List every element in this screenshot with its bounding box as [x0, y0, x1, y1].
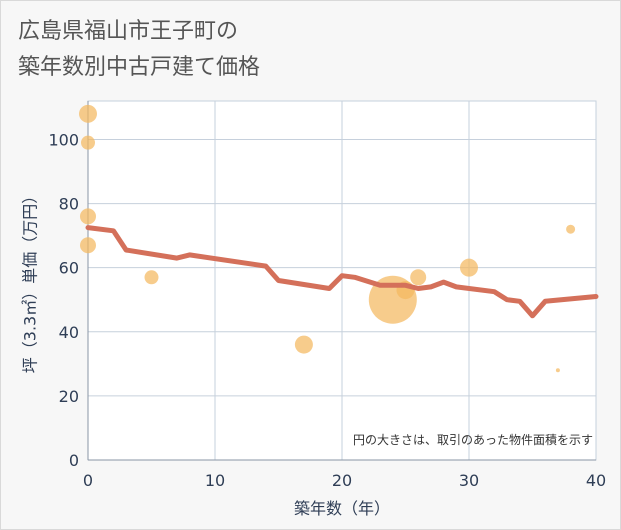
bubble — [410, 269, 427, 286]
y-tick-label: 100 — [48, 130, 79, 149]
y-axis-title: 坪（3.3㎡）単価（万円） — [21, 188, 40, 373]
bubble — [460, 258, 478, 277]
bubble — [144, 270, 159, 285]
chart-title-line-2: 築年数別中古戸建て価格 — [18, 55, 261, 80]
x-tick-label: 20 — [332, 471, 352, 490]
x-tick-label: 10 — [205, 471, 225, 490]
bubble — [294, 335, 313, 354]
y-tick-label: 80 — [59, 195, 79, 214]
chart-title-line-1: 広島県福山市王子町の — [18, 19, 239, 44]
grid-lines — [87, 101, 597, 461]
y-tick-label: 60 — [59, 259, 79, 278]
bubble — [555, 368, 560, 373]
chart-title: 広島県福山市王子町の 築年数別中古戸建て価格 — [18, 14, 260, 86]
x-tick-label: 40 — [586, 471, 606, 490]
bubble-size-note: 円の大きさは、取引のあった物件面積を示す — [353, 432, 593, 447]
bubble — [81, 135, 95, 150]
bubble — [79, 104, 97, 123]
x-axis-ticks: 0 10 20 30 40 — [83, 471, 606, 490]
bubble — [566, 224, 576, 234]
y-tick-label: 40 — [59, 323, 79, 342]
bubble — [80, 237, 96, 254]
y-tick-label: 20 — [59, 387, 79, 406]
x-axis-title: 築年数（年） — [294, 499, 390, 518]
x-tick-label: 0 — [83, 471, 93, 490]
x-tick-label: 30 — [459, 471, 479, 490]
bubble — [80, 208, 96, 225]
y-tick-label: 0 — [69, 451, 79, 470]
y-axis-ticks: 0 20 40 60 80 100 — [48, 130, 79, 470]
trend-line — [85, 225, 599, 319]
